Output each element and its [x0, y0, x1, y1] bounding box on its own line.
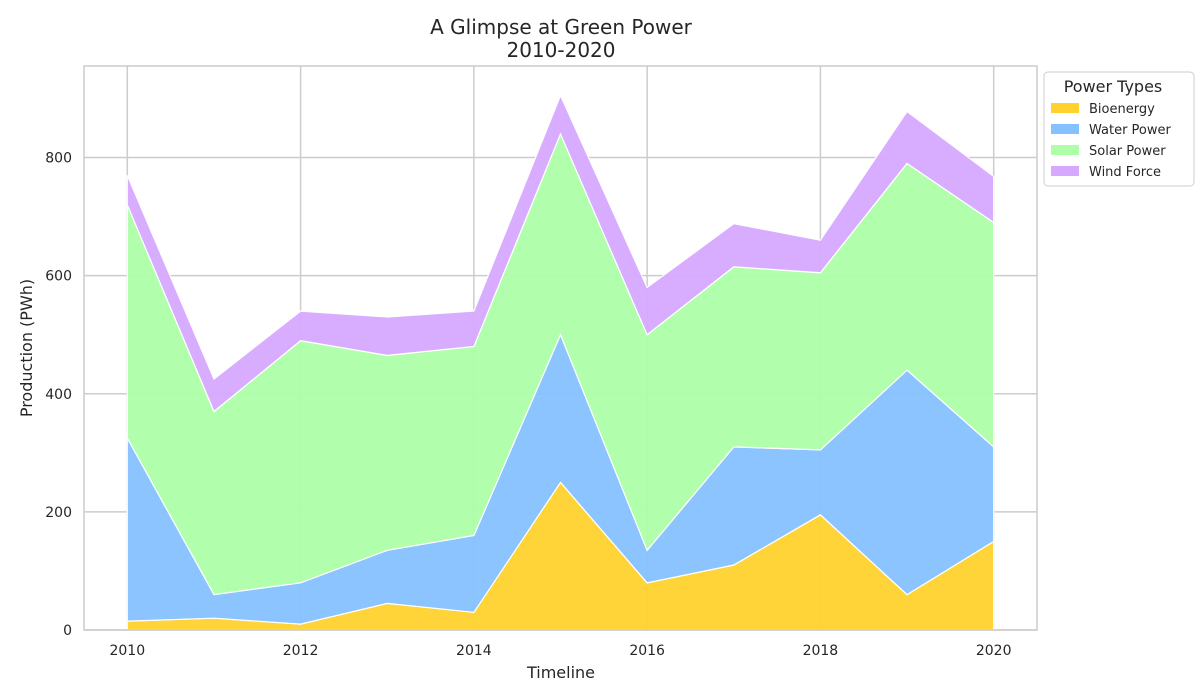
y-tick-label: 600 [45, 269, 72, 285]
legend-title: Power Types [1064, 77, 1163, 96]
legend-swatch-water-power [1051, 124, 1079, 134]
x-tick-label: 2014 [456, 643, 492, 659]
y-axis-label: Production (PWh) [17, 279, 36, 417]
legend-swatch-wind-force [1051, 166, 1079, 176]
legend: Power Types Bioenergy Water Power Solar Po… [1043, 71, 1195, 187]
areas [126, 93, 995, 631]
y-tick-label: 800 [45, 151, 72, 167]
plot-frame [83, 65, 1038, 631]
x-tick-label: 2020 [976, 643, 1012, 659]
legend-label-solar-power: Solar Power [1089, 144, 1166, 159]
x-tick-label: 2010 [109, 643, 145, 659]
y-tick-label: 200 [45, 505, 72, 521]
legend-swatch-solar-power [1051, 145, 1079, 155]
y-tick-labels: 0 200 400 600 800 [45, 151, 72, 639]
legend-label-wind-force: Wind Force [1089, 165, 1161, 180]
x-axis-label: Timeline [526, 663, 595, 682]
x-tick-labels: 2010 2012 2014 2016 2018 2020 [109, 643, 1011, 659]
x-tick-label: 2016 [629, 643, 665, 659]
chart-subtitle: 2010-2020 [506, 38, 615, 62]
legend-label-water-power: Water Power [1089, 123, 1172, 138]
legend-box [1043, 71, 1195, 187]
area-wind-force [126, 93, 995, 413]
legend-label-bioenergy: Bioenergy [1089, 102, 1155, 117]
x-tick-label: 2018 [803, 643, 839, 659]
legend-items: Bioenergy Water Power Solar Power Wind Forc… [1051, 102, 1172, 180]
legend-swatch-bioenergy [1051, 103, 1079, 113]
y-tick-label: 400 [45, 387, 72, 403]
y-tick-label: 0 [63, 623, 72, 639]
x-tick-label: 2012 [283, 643, 319, 659]
chart-title: A Glimpse at Green Power [430, 15, 693, 39]
